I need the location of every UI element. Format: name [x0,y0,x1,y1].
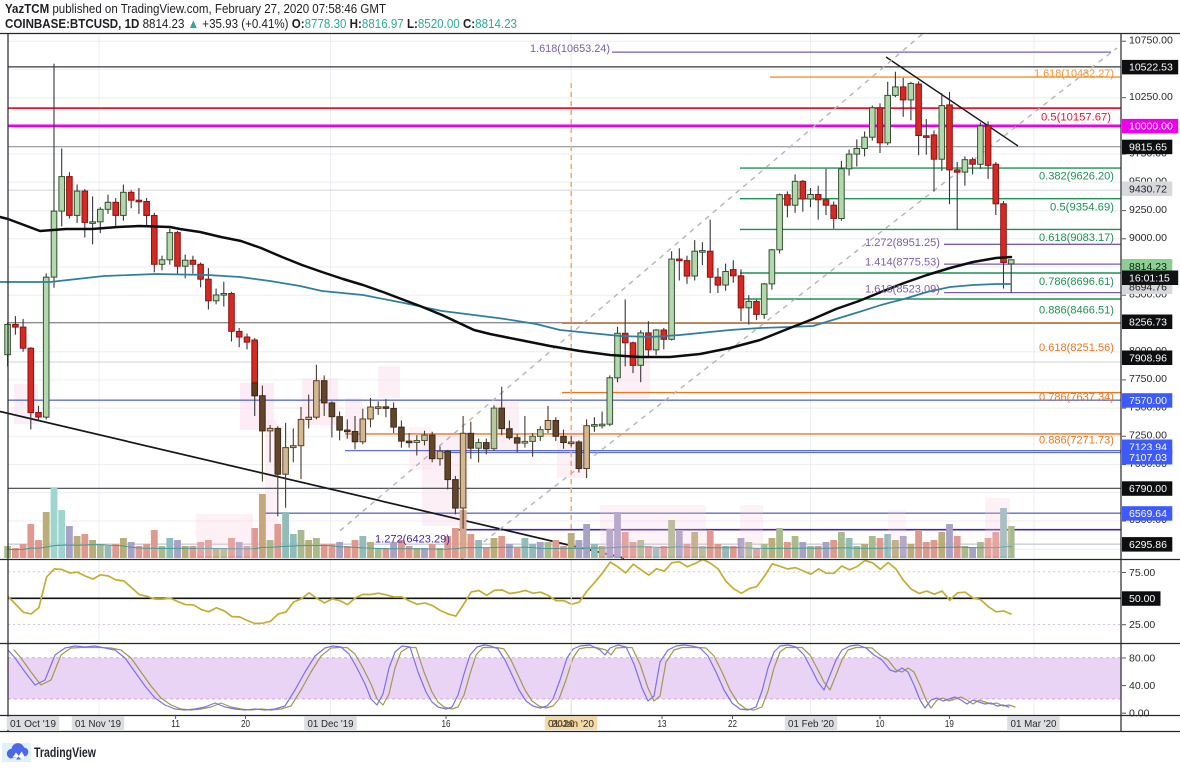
svg-text:0.618(9083.17): 0.618(9083.17) [1039,232,1114,244]
svg-text:40.00: 40.00 [1129,680,1155,692]
svg-text:9430.72: 9430.72 [1129,183,1167,195]
svg-text:1.618(8523.09): 1.618(8523.09) [865,284,940,296]
svg-text:10250.00: 10250.00 [1129,91,1173,103]
svg-text:6790.00: 6790.00 [1129,483,1167,495]
svg-text:0.5(9354.69): 0.5(9354.69) [1050,202,1114,214]
svg-text:9815.65: 9815.65 [1129,142,1167,154]
svg-text:10750.00: 10750.00 [1129,34,1173,46]
svg-text:1.272(6423.29): 1.272(6423.29) [375,534,450,546]
svg-text:1.618(10653.24): 1.618(10653.24) [530,43,610,55]
svg-text:20: 20 [241,718,250,730]
svg-text:01 Dec '19: 01 Dec '19 [308,718,354,730]
svg-text:TradingView: TradingView [34,744,96,760]
svg-text:7750.00: 7750.00 [1129,373,1167,385]
svg-text:0.618(8251.56): 0.618(8251.56) [1039,342,1114,354]
svg-text:16: 16 [442,718,451,730]
svg-text:0.382(9626.20): 0.382(9626.20) [1039,171,1114,183]
svg-text:10522.53: 10522.53 [1129,62,1173,74]
svg-text:7570.00: 7570.00 [1129,395,1167,407]
svg-text:0.886(8466.51): 0.886(8466.51) [1039,305,1114,317]
svg-text:0.886(7271.73): 0.886(7271.73) [1039,435,1114,447]
svg-text:01 Oct '19: 01 Oct '19 [10,718,56,730]
svg-text:8256.73: 8256.73 [1129,316,1167,328]
svg-text:0.00: 0.00 [1129,708,1150,720]
svg-text:2020: 2020 [551,718,575,730]
svg-text:01 Feb '20: 01 Feb '20 [788,718,834,730]
svg-text:9250.00: 9250.00 [1129,204,1167,216]
svg-text:YazTCM published on TradingVie: YazTCM published on TradingView.com, Feb… [5,1,386,16]
svg-text:7250.00: 7250.00 [1129,430,1167,442]
svg-text:1.618(10432.27): 1.618(10432.27) [1034,68,1114,80]
svg-text:7107.03: 7107.03 [1129,452,1167,464]
svg-text:80.00: 80.00 [1129,653,1155,665]
svg-text:11: 11 [171,718,180,730]
svg-text:22: 22 [728,718,737,730]
svg-text:9000.00: 9000.00 [1129,232,1167,244]
svg-text:19: 19 [945,718,954,730]
svg-text:25.00: 25.00 [1129,619,1155,631]
svg-text:COINBASE:BTCUSD, 1D 8814.23 ▲: COINBASE:BTCUSD, 1D 8814.23 ▲ +35.93 (+0… [5,16,517,31]
svg-text:0.5(10157.67): 0.5(10157.67) [1041,112,1111,124]
svg-text:1.272(8951.25): 1.272(8951.25) [865,237,940,249]
svg-text:01 Nov '19: 01 Nov '19 [75,718,121,730]
svg-text:7908.96: 7908.96 [1129,352,1167,364]
svg-text:6569.64: 6569.64 [1129,508,1167,520]
svg-text:75.00: 75.00 [1129,567,1155,579]
svg-text:50.00: 50.00 [1129,593,1155,605]
svg-text:6295.86: 6295.86 [1129,539,1167,551]
svg-text:1.414(8775.53): 1.414(8775.53) [865,257,940,269]
svg-text:01 Mar '20: 01 Mar '20 [1011,718,1057,730]
svg-text:13: 13 [658,718,667,730]
svg-text:0.786(8696.61): 0.786(8696.61) [1039,276,1114,288]
svg-text:16:01:15: 16:01:15 [1129,272,1170,284]
svg-text:10: 10 [876,718,885,730]
svg-text:01 Jan '20: 01 Jan '20 [548,718,594,730]
svg-text:10000.00: 10000.00 [1129,121,1173,133]
svg-text:0.786(7637.34): 0.786(7637.34) [1039,392,1114,404]
svg-text:8814.23: 8814.23 [1129,261,1167,273]
